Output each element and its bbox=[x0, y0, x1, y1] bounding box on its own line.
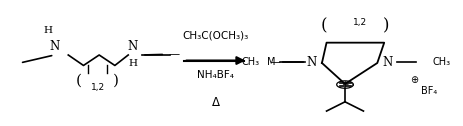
Text: BF₄: BF₄ bbox=[420, 86, 437, 96]
Text: N: N bbox=[382, 56, 392, 70]
Text: 1,2: 1,2 bbox=[91, 83, 105, 92]
Text: H: H bbox=[43, 26, 52, 35]
Text: —: — bbox=[270, 57, 280, 67]
Text: N: N bbox=[49, 40, 59, 53]
Text: +: + bbox=[340, 80, 348, 89]
Text: N: N bbox=[127, 40, 138, 53]
Text: —: — bbox=[169, 49, 180, 59]
Text: Δ: Δ bbox=[212, 96, 219, 109]
Text: CH₃: CH₃ bbox=[432, 57, 450, 67]
Text: ⊕: ⊕ bbox=[409, 75, 417, 85]
Text: H: H bbox=[128, 58, 137, 68]
Text: CH₃C(OCH₃)₃: CH₃C(OCH₃)₃ bbox=[182, 31, 249, 41]
Text: ): ) bbox=[382, 18, 388, 35]
Text: CH₃: CH₃ bbox=[241, 57, 259, 67]
Text: (: ( bbox=[320, 18, 327, 35]
Text: (: ( bbox=[76, 73, 81, 87]
Text: NH₄BF₄: NH₄BF₄ bbox=[197, 70, 234, 80]
Text: N: N bbox=[306, 56, 316, 70]
Text: 1,2: 1,2 bbox=[352, 18, 366, 27]
Text: ): ) bbox=[113, 73, 119, 87]
Text: M: M bbox=[267, 57, 275, 67]
